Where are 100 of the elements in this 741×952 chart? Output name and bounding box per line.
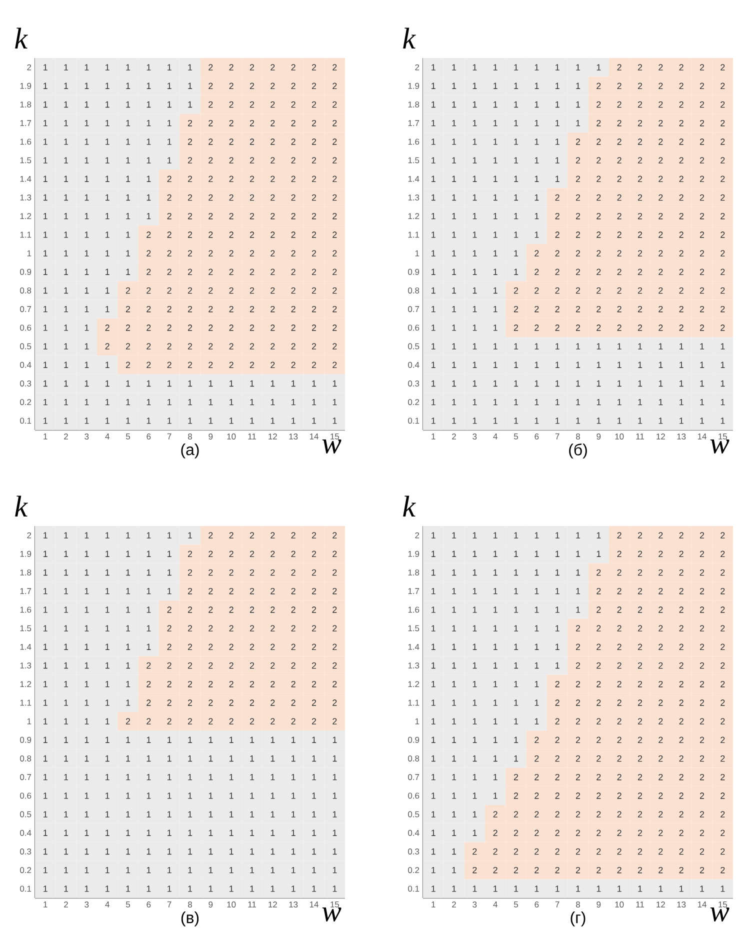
data-label: 1 xyxy=(452,268,456,275)
data-label: 1 xyxy=(452,101,456,108)
data-label: 2 xyxy=(229,176,234,182)
data-label: 2 xyxy=(638,830,642,836)
x-tick-label: 15 xyxy=(718,434,728,440)
data-label: 2 xyxy=(332,287,337,294)
data-label: 2 xyxy=(332,101,337,108)
data-label: 2 xyxy=(332,120,337,126)
data-label: 1 xyxy=(84,268,89,275)
data-label: 1 xyxy=(126,755,130,762)
data-label: 1 xyxy=(64,736,68,743)
y-tick-label: 0.3 xyxy=(20,848,32,854)
data-label: 1 xyxy=(494,532,498,538)
data-label: 2 xyxy=(291,287,296,294)
data-label: 2 xyxy=(576,736,580,744)
data-label: 1 xyxy=(44,718,48,724)
data-label: 2 xyxy=(596,569,601,576)
data-label: 1 xyxy=(126,792,130,799)
y-tick-label: 0.7 xyxy=(20,774,32,780)
data-label: 1 xyxy=(494,324,498,331)
data-label: 2 xyxy=(250,157,254,164)
data-label: 2 xyxy=(229,287,234,294)
data-label: 1 xyxy=(312,867,316,874)
data-label: 2 xyxy=(250,700,254,706)
data-label: 1 xyxy=(452,625,456,632)
data-label: 1 xyxy=(638,380,642,387)
data-label: 2 xyxy=(700,700,704,706)
data-label: 2 xyxy=(555,680,560,688)
data-label: 1 xyxy=(230,867,234,874)
data-label: 2 xyxy=(576,866,580,874)
data-label: 2 xyxy=(291,662,296,669)
data-label: 2 xyxy=(617,774,622,780)
data-label: 1 xyxy=(106,232,110,238)
data-label: 1 xyxy=(126,268,130,275)
data-label: 1 xyxy=(332,792,337,799)
data-label: 1 xyxy=(332,774,337,780)
data-label: 1 xyxy=(64,287,68,294)
data-label: 2 xyxy=(250,194,254,201)
data-label: 1 xyxy=(432,774,436,780)
data-label: 2 xyxy=(720,866,725,874)
data-label: 1 xyxy=(64,64,68,70)
data-label: 2 xyxy=(167,324,172,331)
data-label: 2 xyxy=(332,588,337,594)
data-label: 1 xyxy=(126,625,130,632)
data-label: 2 xyxy=(250,82,254,90)
data-label: 1 xyxy=(106,157,110,164)
data-label: 1 xyxy=(106,550,110,557)
data-label: 2 xyxy=(229,194,234,201)
data-label: 2 xyxy=(312,120,316,126)
x-tick-label: 10 xyxy=(227,902,236,908)
data-label: 2 xyxy=(250,212,254,220)
data-label: 2 xyxy=(679,212,684,220)
data-label: 1 xyxy=(494,569,498,576)
data-label: 2 xyxy=(167,306,172,312)
y-tick-label: 1.6 xyxy=(20,606,32,613)
y-tick-label: 1.4 xyxy=(408,644,420,650)
data-label: 2 xyxy=(332,362,337,368)
data-label: 2 xyxy=(312,268,316,276)
data-label: 1 xyxy=(64,268,68,275)
x-tick-label: 13 xyxy=(677,902,686,908)
data-label: 2 xyxy=(700,792,704,799)
data-label: 2 xyxy=(270,212,275,220)
data-label: 1 xyxy=(84,82,89,89)
data-label: 2 xyxy=(638,811,642,818)
data-label: 1 xyxy=(106,569,110,576)
data-label: 2 xyxy=(555,287,560,294)
data-label: 2 xyxy=(229,82,234,90)
data-label: 1 xyxy=(146,886,151,892)
data-label: 1 xyxy=(452,830,456,836)
data-label: 1 xyxy=(452,662,456,669)
data-label: 1 xyxy=(44,792,48,799)
data-label: 1 xyxy=(658,362,663,368)
data-label: 2 xyxy=(250,138,254,145)
data-label: 2 xyxy=(658,755,663,762)
data-label: 2 xyxy=(658,736,663,744)
data-label: 1 xyxy=(106,82,110,89)
y-tick-label: 0.5 xyxy=(408,343,420,350)
data-label: 2 xyxy=(270,82,275,90)
data-label: 2 xyxy=(229,212,234,220)
data-label: 1 xyxy=(270,399,275,406)
data-label: 1 xyxy=(64,755,68,762)
x-tick-label: 1 xyxy=(432,434,436,440)
data-label: 1 xyxy=(452,138,456,145)
data-label: 1 xyxy=(44,606,48,613)
data-label: 2 xyxy=(679,194,684,201)
data-label: 1 xyxy=(106,644,110,650)
data-label: 2 xyxy=(679,700,684,706)
data-label: 2 xyxy=(617,662,622,669)
data-label: 1 xyxy=(64,324,68,331)
data-label: 2 xyxy=(146,700,151,706)
data-label: 2 xyxy=(291,343,296,350)
data-label: 1 xyxy=(106,681,110,688)
data-label: 1 xyxy=(146,755,151,762)
data-label: 2 xyxy=(146,306,151,312)
y-tick-label: 0.8 xyxy=(408,756,420,762)
data-label: 2 xyxy=(596,82,601,90)
data-label: 1 xyxy=(494,681,498,688)
data-label: 2 xyxy=(617,287,622,294)
y-tick-label: 1.8 xyxy=(408,101,420,108)
data-label: 2 xyxy=(229,680,234,688)
